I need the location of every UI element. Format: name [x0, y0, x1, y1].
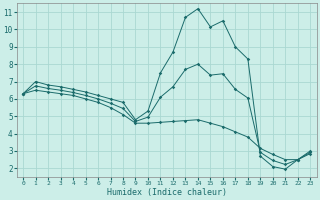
X-axis label: Humidex (Indice chaleur): Humidex (Indice chaleur)	[107, 188, 227, 197]
